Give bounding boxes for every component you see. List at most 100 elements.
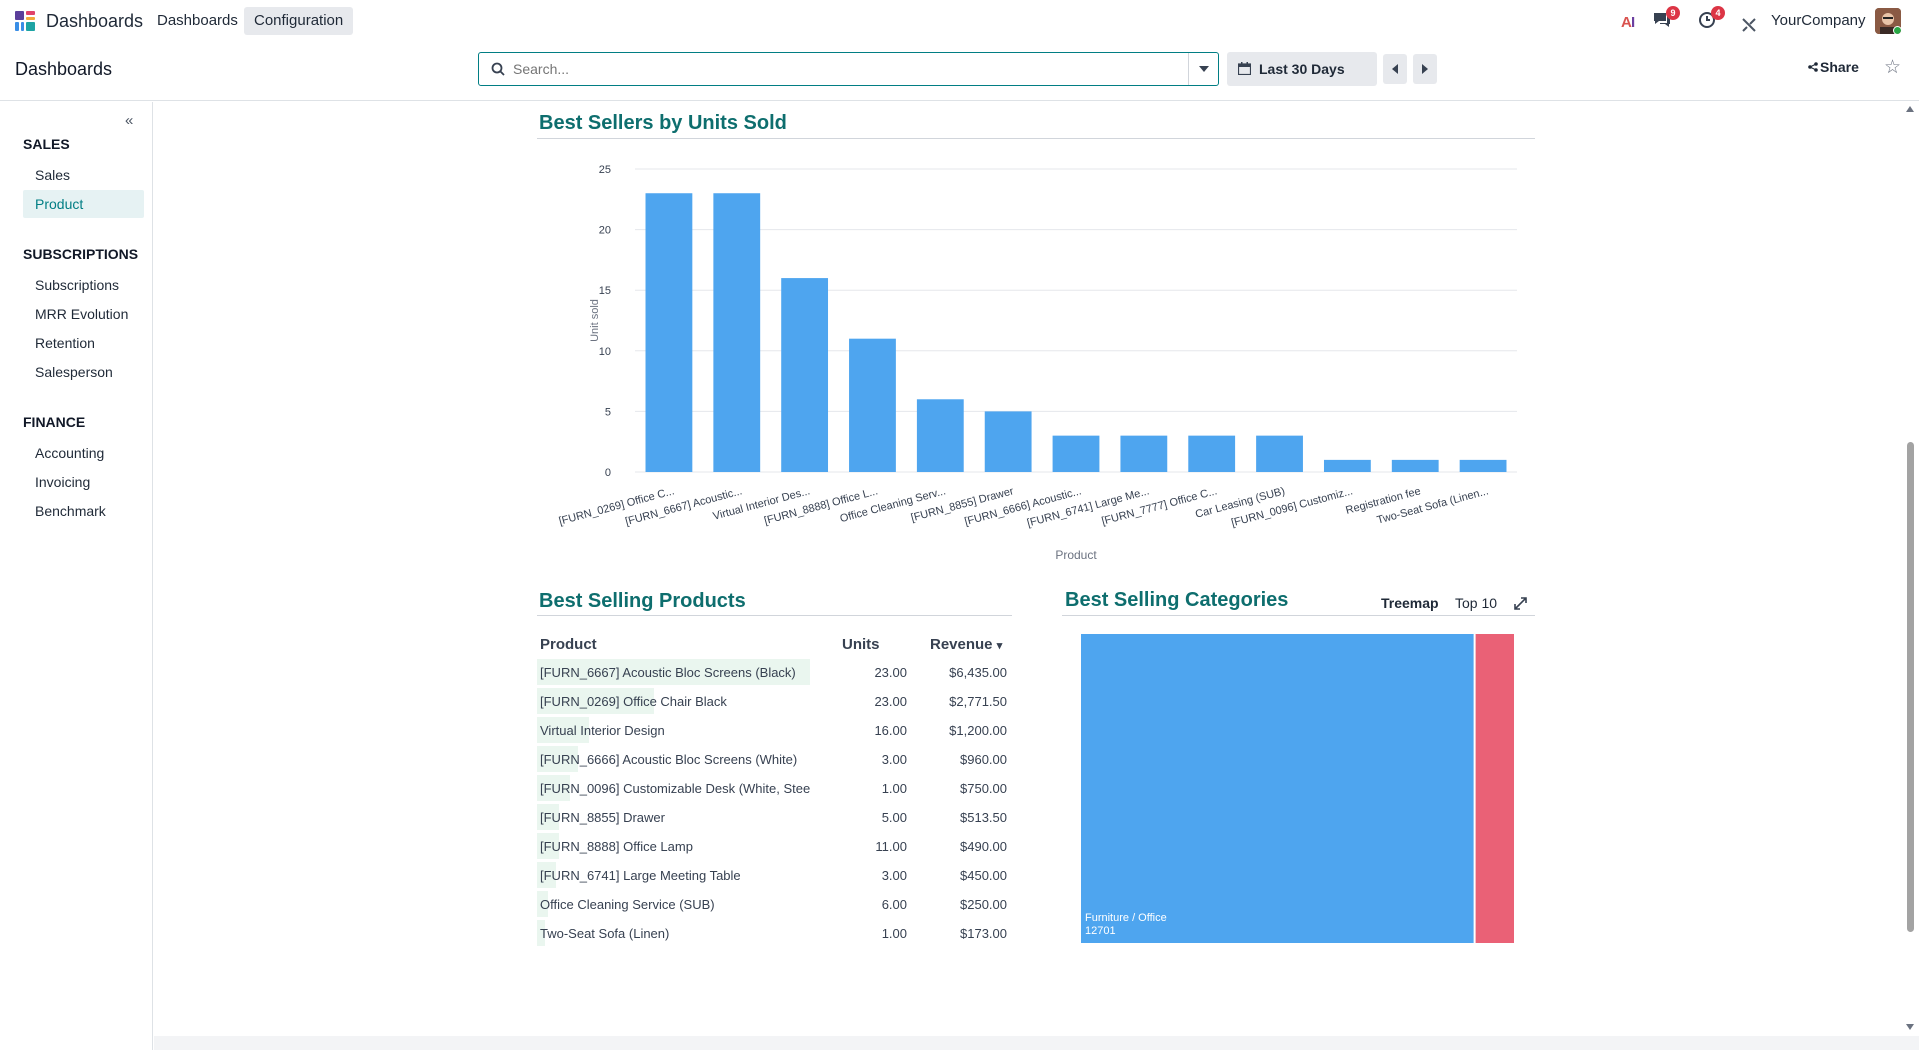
- bar[interactable]: [1459, 459, 1507, 472]
- product-revenue: $1,200.00: [949, 723, 1007, 738]
- search-input[interactable]: [513, 59, 1153, 79]
- column-header-revenue[interactable]: Revenue ▾: [930, 636, 1002, 653]
- company-switcher[interactable]: YourCompany: [1771, 12, 1866, 29]
- svg-text:I: I: [1631, 14, 1635, 31]
- messages-button[interactable]: 9: [1652, 6, 1680, 33]
- scrollbar-thumb[interactable]: [1907, 442, 1914, 932]
- sidebar-item-invoicing[interactable]: Invoicing: [35, 474, 91, 490]
- product-name: Two-Seat Sofa (Linen): [540, 926, 670, 941]
- bar[interactable]: [1120, 435, 1168, 472]
- scroll-down-icon[interactable]: [1906, 1024, 1914, 1030]
- caret-left-icon: [1392, 64, 1398, 74]
- product-units: 23.00: [874, 665, 907, 680]
- bar[interactable]: [1052, 435, 1100, 472]
- collapse-sidebar-icon[interactable]: «: [125, 112, 134, 129]
- vertical-scrollbar[interactable]: [1901, 102, 1919, 1036]
- top-navbar: Dashboards Dashboards Configuration A I …: [0, 0, 1919, 42]
- treemap-cell[interactable]: [1081, 634, 1474, 943]
- y-tick-label: 0: [605, 467, 611, 479]
- share-icon: [1808, 62, 1818, 72]
- bar[interactable]: [849, 338, 896, 472]
- bar[interactable]: [1323, 459, 1371, 472]
- table-row[interactable]: Two-Seat Sofa (Linen) 1.00 $173.00: [537, 919, 1012, 948]
- y-tick-label: 20: [599, 225, 611, 237]
- table-row[interactable]: Office Cleaning Service (SUB) 6.00 $250.00: [537, 890, 1012, 919]
- search-icon: [491, 62, 505, 76]
- date-filter-button[interactable]: Last 30 Days: [1227, 52, 1377, 86]
- bar[interactable]: [1391, 459, 1439, 472]
- sidebar-item-subscriptions[interactable]: Subscriptions: [35, 277, 120, 293]
- product-units: 3.00: [881, 868, 907, 883]
- revenue-header-label: Revenue: [930, 636, 993, 653]
- control-panel: Dashboards Last 30 Days Share ☆: [0, 42, 1919, 101]
- expand-icon[interactable]: [1514, 597, 1527, 610]
- dashboards-app-icon[interactable]: [14, 10, 36, 32]
- previous-period-button[interactable]: [1383, 54, 1407, 84]
- sidebar-item-mrr-evolution[interactable]: MRR Evolution: [35, 306, 129, 322]
- debug-tools-icon[interactable]: [1741, 13, 1757, 37]
- sidebar-item-benchmark[interactable]: Benchmark: [35, 503, 106, 519]
- product-name: Office Cleaning Service (SUB): [540, 897, 715, 912]
- product-revenue: $960.00: [960, 752, 1007, 767]
- bar[interactable]: [781, 278, 829, 472]
- treemap-cell[interactable]: [1475, 634, 1514, 943]
- product-units: 3.00: [881, 752, 907, 767]
- table-row[interactable]: [FURN_6666] Acoustic Bloc Screens (White…: [537, 745, 1012, 774]
- product-revenue: $250.00: [960, 897, 1007, 912]
- product-revenue: $450.00: [960, 868, 1007, 883]
- search-options-toggle[interactable]: [1188, 53, 1218, 85]
- sidebar-item-retention[interactable]: Retention: [35, 335, 95, 351]
- sidebar-item-product[interactable]: Product: [23, 190, 144, 218]
- bar[interactable]: [1188, 435, 1236, 472]
- table-row[interactable]: [FURN_8888] Office Lamp 11.00 $490.00: [537, 832, 1012, 861]
- revenue-share-bar: [537, 920, 545, 946]
- menu-dashboards[interactable]: Dashboards: [157, 12, 238, 29]
- app-brand[interactable]: Dashboards: [46, 11, 144, 31]
- bar[interactable]: [713, 193, 761, 473]
- sidebar-item-accounting[interactable]: Accounting: [35, 445, 105, 461]
- search-bar[interactable]: [478, 52, 1219, 86]
- table-row[interactable]: [FURN_0269] Office Chair Black 23.00 $2,77…: [537, 687, 1012, 716]
- product-name: [FURN_0269] Office Chair Black: [540, 694, 727, 709]
- treemap-label: Furniture / Office: [1085, 912, 1167, 924]
- menu-configuration[interactable]: Configuration: [244, 7, 354, 35]
- treemap-value: 12701: [1085, 925, 1116, 937]
- favorite-star-icon[interactable]: ☆: [1884, 57, 1902, 78]
- revenue-share-bar: [537, 862, 556, 888]
- scroll-up-icon[interactable]: [1906, 106, 1914, 112]
- chart-type-selector[interactable]: Treemap: [1381, 595, 1439, 611]
- caret-right-icon: [1422, 64, 1428, 74]
- date-filter-label: Last 30 Days: [1259, 61, 1345, 77]
- bar[interactable]: [1256, 435, 1303, 472]
- product-revenue: $2,771.50: [949, 694, 1007, 709]
- section-title-finance: FINANCE: [23, 414, 86, 430]
- bar[interactable]: [916, 399, 964, 472]
- activities-button[interactable]: 4: [1697, 6, 1725, 33]
- user-avatar[interactable]: [1875, 8, 1901, 34]
- table-row[interactable]: [FURN_0096] Customizable Desk (White, St…: [537, 774, 1012, 803]
- bar[interactable]: [984, 411, 1032, 472]
- revenue-share-bar: [537, 775, 570, 801]
- product-units: 23.00: [874, 694, 907, 709]
- table-row[interactable]: Virtual Interior Design 16.00 $1,200.00: [537, 716, 1012, 745]
- table-row[interactable]: [FURN_6667] Acoustic Bloc Screens (Black…: [537, 658, 1012, 687]
- sidebar-item-sales[interactable]: Sales: [35, 167, 71, 183]
- table-row[interactable]: [FURN_6741] Large Meeting Table 3.00 $450.…: [537, 861, 1012, 890]
- ai-assistant-icon[interactable]: A I: [1620, 9, 1640, 33]
- x-tick-label: [FURN_0096] Customiz...: [1230, 485, 1354, 529]
- product-name: [FURN_6667] Acoustic Bloc Screens (Black…: [540, 665, 796, 680]
- sidebar-item-salesperson[interactable]: Salesperson: [35, 364, 113, 380]
- section-title-subscriptions: SUBSCRIPTIONS: [23, 246, 139, 262]
- clock-icon: [1699, 12, 1715, 28]
- share-button[interactable]: Share: [1808, 59, 1859, 75]
- product-units: 1.00: [881, 781, 907, 796]
- y-axis-label: Unit sold: [589, 299, 601, 342]
- top-n-selector[interactable]: Top 10: [1455, 595, 1498, 611]
- product-revenue: $513.50: [960, 810, 1007, 825]
- bar[interactable]: [645, 193, 693, 473]
- table-row[interactable]: [FURN_8855] Drawer 5.00 $513.50: [537, 803, 1012, 832]
- x-tick-label: [FURN_8888] Office L...: [763, 485, 879, 527]
- next-period-button[interactable]: [1413, 54, 1437, 84]
